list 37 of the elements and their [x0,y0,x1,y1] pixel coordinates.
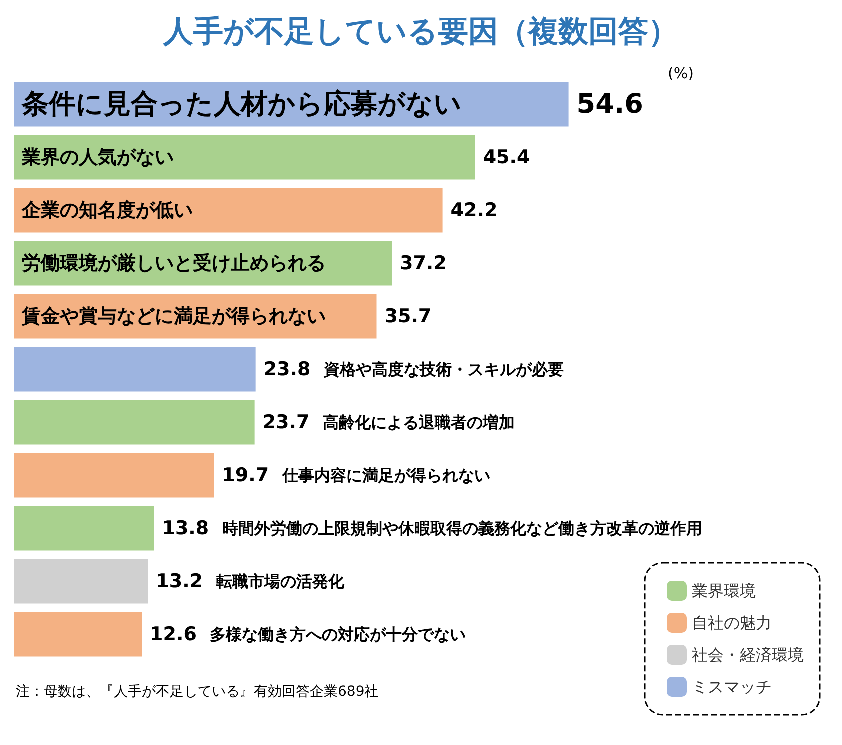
text: (%) [668,64,694,82]
bar [14,347,256,392]
legend-label: 社会・経済環境 [692,646,804,664]
data-label: 12.6 [150,624,197,646]
legend-label: ミスマッチ [692,678,772,696]
data-label: 23.7 [262,412,310,434]
data-label: 13.8 [162,518,210,540]
y-tick-label: 労働環境が厳しいと受け止められる [22,252,326,274]
chart-title: 人手が不足している要因（複数回答） [162,14,678,50]
y-tick-label: 業界の人気がない [21,146,174,168]
bar [14,400,255,445]
data-label: 54.6 [576,89,644,120]
text: 注：母数は、『人手が不足している』有効回答企業689社 [16,684,379,700]
data-label: 42.2 [450,200,498,222]
y-tick-label: 資格や高度な技術・スキルが必要 [323,360,564,379]
bar [14,135,476,180]
data-label: 13.2 [156,570,204,592]
legend-label: 自社の魅力 [692,614,772,632]
data-label: 19.7 [222,464,270,486]
y-tick-label: 賃金や賞与などに満足が得られない [21,306,326,328]
data-label: 45.4 [483,146,530,168]
bar [14,188,443,233]
data-label: 23.8 [264,358,311,380]
y-tick-label: 企業の知名度が低い [21,200,193,222]
legend-label: 業界環境 [692,582,756,600]
y-tick-label: 条件に見合った人材から応募がない [21,89,462,120]
y-tick-label: 転職市場の活発化 [216,572,346,591]
data-label: 37.2 [400,252,447,274]
y-tick-label: 時間外労働の上限規制や休暇取得の義務化など働き方改革の逆作用 [222,519,702,538]
y-tick-label: 多様な働き方への対応が十分でない [210,625,466,644]
y-tick-label: 仕事内容に満足が得られない [281,466,490,485]
bar [14,612,142,657]
bar [14,453,214,498]
data-label: 35.7 [384,306,432,328]
y-tick-label: 高齢化による退職者の増加 [323,413,516,432]
bar [14,506,154,551]
bar [14,559,148,604]
